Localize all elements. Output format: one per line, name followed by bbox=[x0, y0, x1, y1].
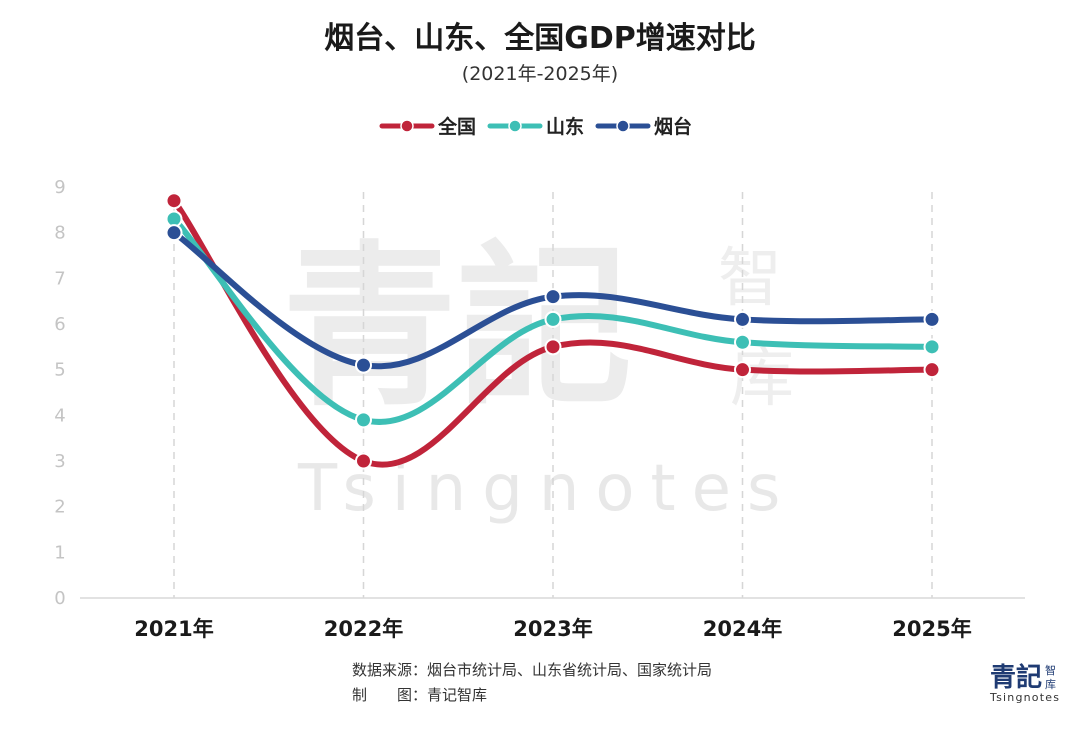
x-tick-label-1: 2021年 bbox=[134, 617, 213, 641]
y-tick-label-6: 6 bbox=[54, 314, 65, 335]
legend-label-quanguo: 全国 bbox=[437, 115, 476, 138]
legend-marker-yantai bbox=[616, 119, 630, 133]
maker-note: 制 图：青记智库 bbox=[352, 686, 487, 704]
point-yantai-3 bbox=[544, 288, 562, 306]
series-points bbox=[165, 192, 941, 470]
x-tick-label-4: 2024年 bbox=[703, 617, 782, 641]
series-line-shandong bbox=[171, 215, 935, 425]
legend-item-shandong: 山东 bbox=[487, 115, 584, 138]
y-tick-label-8: 8 bbox=[54, 223, 65, 244]
legend-item-quanguo: 全国 bbox=[379, 115, 476, 138]
logo-small-text-1: 智 bbox=[1045, 663, 1056, 677]
legend-marker-quanguo bbox=[400, 119, 414, 133]
point-shandong-5 bbox=[923, 338, 941, 356]
x-tick-label-3: 2023年 bbox=[513, 617, 592, 641]
point-yantai-4 bbox=[734, 310, 751, 328]
point-quanguo-4 bbox=[734, 361, 751, 379]
legend: 全国 山东 烟台 bbox=[379, 115, 692, 138]
legend-label-yantai: 烟台 bbox=[654, 115, 692, 138]
y-axis-tick-labels: 0 1 2 3 4 5 6 7 8 9 bbox=[54, 177, 65, 609]
x-tick-label-5: 2025年 bbox=[892, 617, 971, 641]
y-tick-label-3: 3 bbox=[54, 451, 65, 472]
x-axis-tick-labels: 2021年 2022年 2023年 2024年 2025年 bbox=[134, 617, 971, 641]
x-tick-label-2: 2022年 bbox=[324, 617, 403, 641]
watermark-side-text-1: 智 bbox=[718, 242, 782, 316]
vertical-gridlines bbox=[173, 192, 933, 598]
y-tick-label-2: 2 bbox=[54, 497, 65, 518]
y-tick-label-7: 7 bbox=[54, 268, 65, 289]
point-shandong-3 bbox=[544, 310, 562, 328]
logo-small-text-2: 库 bbox=[1045, 678, 1056, 691]
watermark-side-text-2: 库 bbox=[730, 342, 794, 416]
y-tick-label-9: 9 bbox=[54, 177, 65, 198]
y-tick-label-0: 0 bbox=[54, 588, 65, 609]
point-shandong-4 bbox=[734, 333, 751, 351]
chart-title: 烟台、山东、全国GDP增速对比 bbox=[324, 21, 756, 56]
brand-logo: 青記 智 库 Tsingnotes bbox=[989, 662, 1060, 704]
point-quanguo-3 bbox=[544, 338, 562, 356]
point-yantai-5 bbox=[923, 310, 941, 328]
logo-latin-text: Tsingnotes bbox=[989, 691, 1060, 704]
point-yantai-2 bbox=[355, 356, 372, 374]
watermark: 青記 智 库 Tsingnotes bbox=[282, 227, 794, 526]
y-tick-label-4: 4 bbox=[54, 405, 65, 426]
source-note: 数据来源：烟台市统计局、山东省统计局、国家统计局 bbox=[352, 661, 712, 679]
legend-item-yantai: 烟台 bbox=[595, 115, 692, 138]
point-quanguo-5 bbox=[923, 361, 941, 379]
point-shandong-2 bbox=[355, 411, 372, 429]
point-yantai-1 bbox=[165, 224, 183, 242]
legend-marker-shandong bbox=[508, 119, 522, 133]
legend-label-shandong: 山东 bbox=[546, 115, 584, 138]
series-line-quanguo bbox=[171, 197, 935, 468]
chart-subtitle: (2021年-2025年) bbox=[462, 63, 618, 85]
point-quanguo-1 bbox=[165, 192, 183, 210]
y-tick-label-5: 5 bbox=[54, 360, 65, 381]
watermark-main-text: 青記 bbox=[282, 227, 632, 430]
logo-main-text: 青記 bbox=[990, 662, 1042, 693]
point-quanguo-2 bbox=[355, 452, 372, 470]
y-tick-label-1: 1 bbox=[54, 542, 65, 563]
